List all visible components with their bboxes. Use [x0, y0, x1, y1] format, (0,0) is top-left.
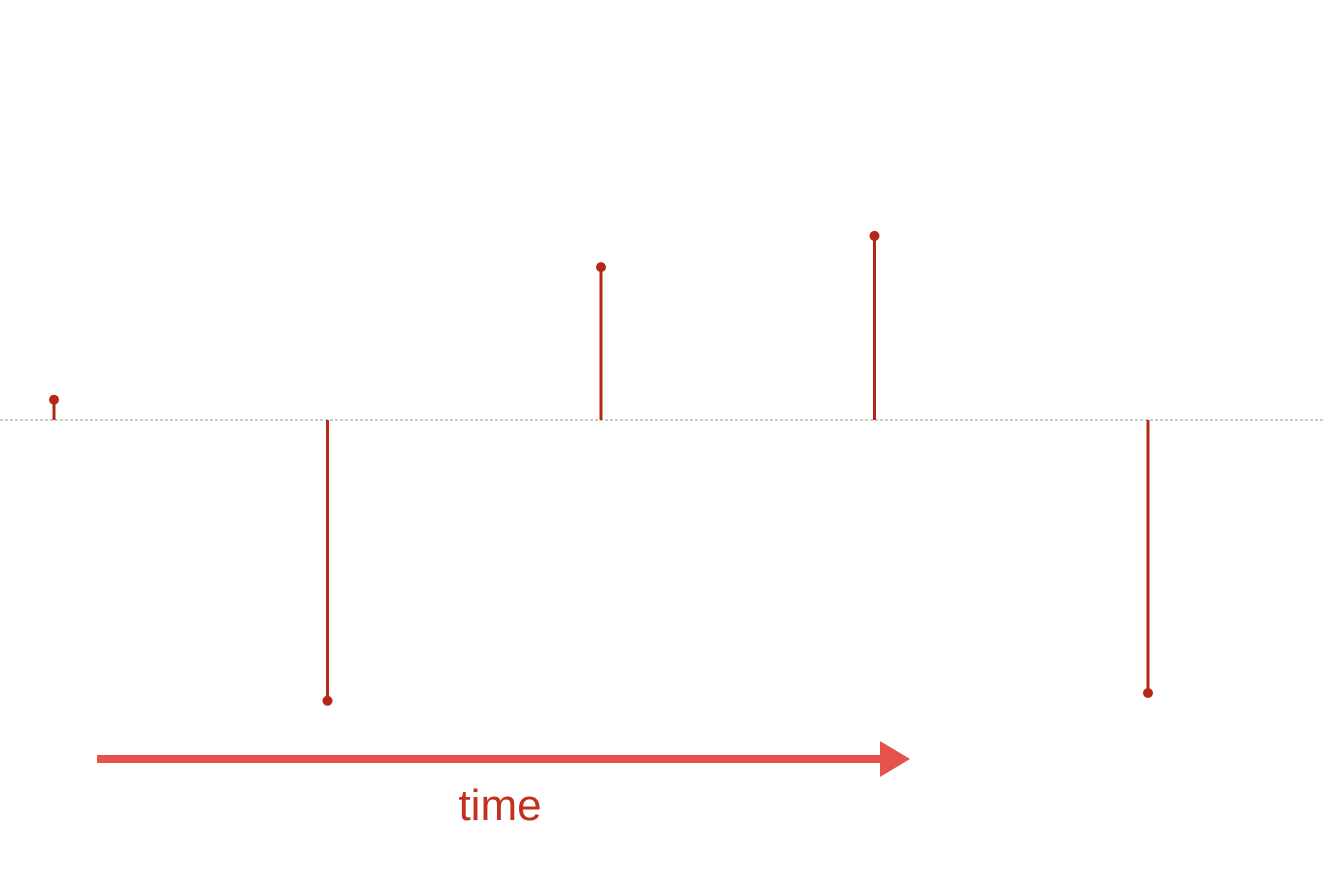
time-axis-label: time [458, 781, 541, 830]
stem-marker [596, 262, 606, 273]
stem-marker [1143, 688, 1153, 698]
stem-marker [869, 230, 880, 241]
stem-marker [49, 394, 59, 405]
time-arrow-head [880, 741, 910, 777]
time-arrow [97, 741, 910, 777]
stem-marker [322, 695, 333, 706]
stem-series [49, 230, 1153, 706]
